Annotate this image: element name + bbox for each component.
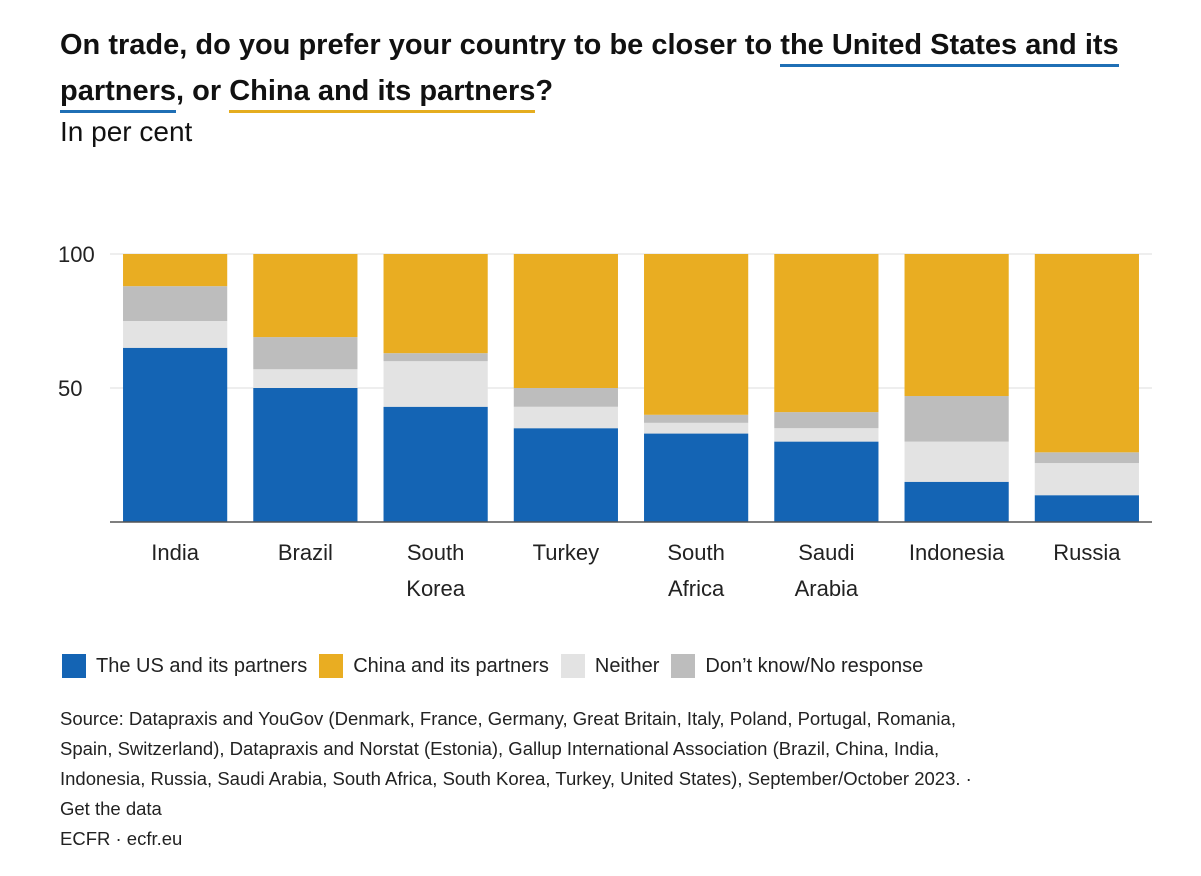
bar-segment [123,347,228,522]
get-the-data-link[interactable]: Get the data [60,798,162,819]
x-tick-label: Turkey [533,540,599,565]
chart-subtitle: In per cent [60,116,193,147]
legend-label-dont-know: Don’t know/No response [705,654,924,677]
bar-segment [513,406,618,429]
bar-segment [383,254,488,354]
bar-segment [1034,495,1139,522]
y-tick-label: 100 [58,242,95,267]
legend-item-dont-know: Don’t know/No response [671,654,923,678]
title-suffix: ? [535,75,554,107]
bar-segment [904,254,1009,397]
bar-segment [513,254,618,388]
credit-line: ECFR · ecfr.eu [60,828,183,849]
x-tick-label: South Korea [406,540,465,601]
legend-swatch-dont-know [671,654,696,678]
bar-segment [774,254,879,413]
bar-segment [644,433,749,522]
chart-footer: Source: Datapraxis and YouGov (Denmark, … [60,704,1170,854]
legend-label-china: China and its partners [353,654,549,677]
bar-segment [774,441,879,522]
bar-segment [253,388,358,522]
bar-segment [1034,254,1139,453]
bar-segment [253,369,358,388]
x-tick-label: Saudi Arabia [795,540,859,601]
bar-segment [383,361,488,407]
bar-segment [123,254,228,287]
bar-segment [123,286,228,321]
bar-segment [774,412,879,429]
bar-segment [904,396,1009,442]
bar-segment [123,321,228,348]
bar-segment [644,422,749,434]
bar-segment [383,353,488,362]
y-tick-label: 50 [58,376,82,401]
stacked-bar-chart: 50 100 India Brazil South Korea Turkey South Afr… [58,242,1152,601]
bar-segment [904,441,1009,482]
bar-segment [904,481,1009,522]
x-tick-label: Russia [1053,540,1121,565]
bar-segment [383,406,488,522]
source-line: Source: Datapraxis and YouGov (Denmark, … [60,708,956,729]
legend-swatch-china [319,654,344,678]
legend-label-us: The US and its partners [96,654,308,677]
legend-label-neither: Neither [594,654,660,677]
x-tick-label: Indonesia [909,540,1005,565]
legend-item-neither: Neither [560,654,660,678]
title-us-phrase: the United States and its partners [60,29,1119,113]
bar-segment [644,414,749,423]
bar-segment [253,254,358,338]
bar-segment [774,428,879,442]
source-line: Indonesia, Russia, Saudi Arabia, South A… [60,768,972,789]
title-middle: , or [176,75,230,107]
bar-segment [513,388,618,407]
legend-swatch-neither [560,654,585,678]
bar-segment [644,254,749,415]
title-prefix: On trade, do you prefer your country to … [60,29,781,61]
source-line: Spain, Switzerland), Datapraxis and Nors… [60,738,940,759]
legend-item-us: The US and its partners [62,654,307,678]
bar-segment [253,337,358,370]
x-tick-label: South Africa [667,540,725,601]
title-china-phrase: China and its partners [229,75,536,113]
x-tick-label: India [151,540,199,565]
legend-item-china: China and its partners [319,654,549,678]
chart-title: On trade, do you prefer your country to … [60,22,1170,114]
bar-segment [513,428,618,522]
legend-swatch-us [62,654,86,678]
x-tick-label: Brazil [278,540,333,565]
chart-legend: The US and its partners China and its pa… [62,654,935,678]
bar-segment [1034,452,1139,464]
bar-segment [1034,463,1139,496]
